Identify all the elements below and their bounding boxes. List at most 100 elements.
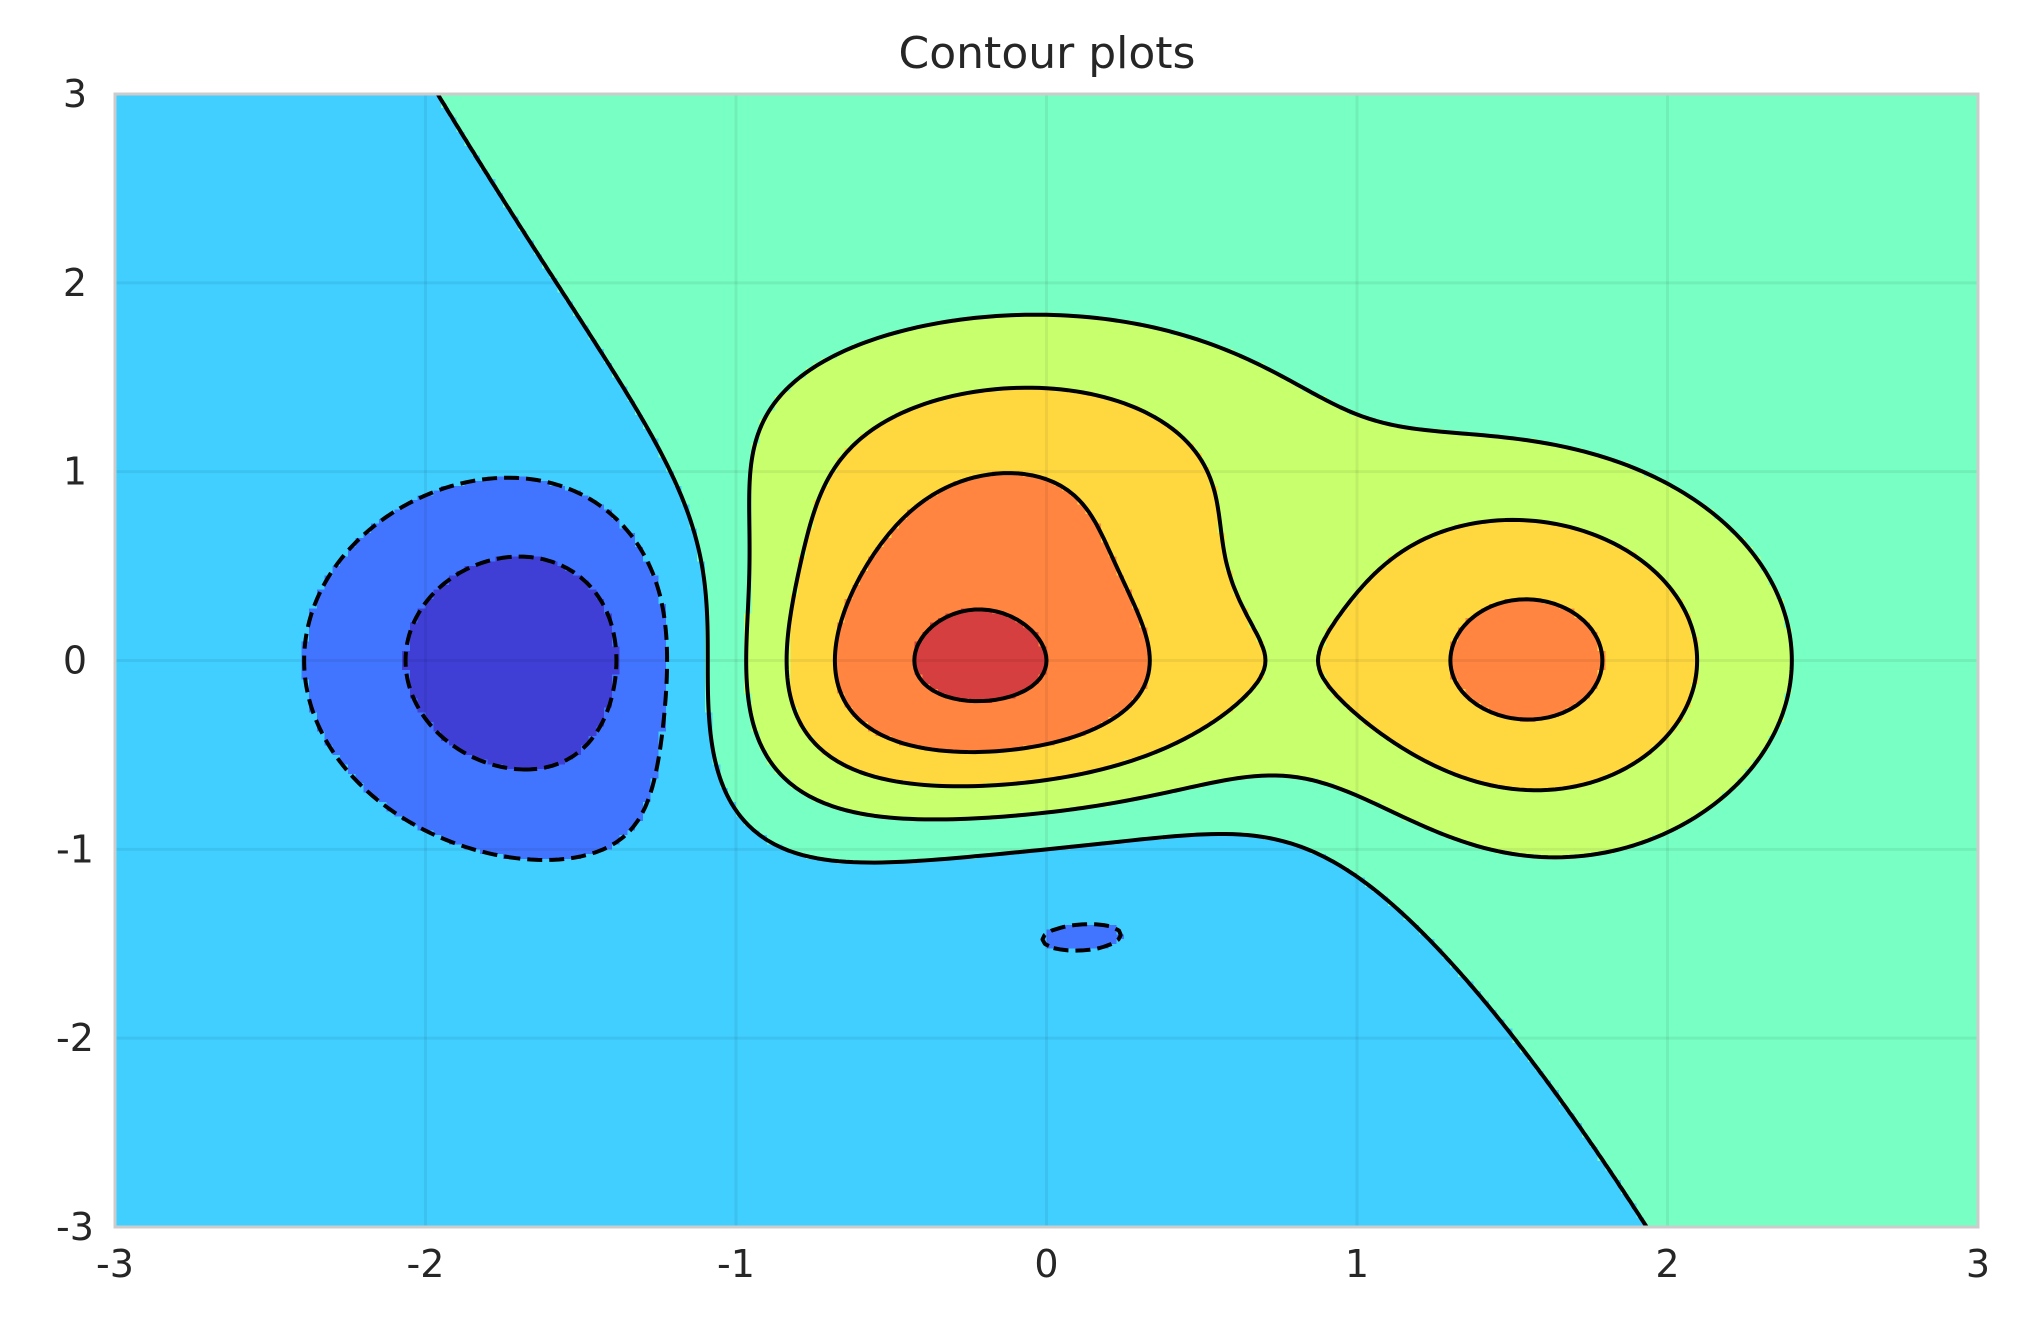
contour-band-cell bbox=[115, 754, 341, 761]
contour-band-cell bbox=[844, 608, 962, 614]
contour-band-cell bbox=[743, 655, 791, 662]
contour-band-cell bbox=[1473, 698, 1583, 704]
contour-band-cell bbox=[1698, 674, 1793, 680]
contour-band-cell bbox=[743, 665, 791, 671]
contour-band-cell bbox=[860, 769, 1094, 775]
contour-band-cell bbox=[697, 528, 753, 534]
contour-band-cell bbox=[1698, 669, 1793, 676]
contour-band-cell bbox=[324, 740, 450, 747]
contour-band-cell bbox=[472, 145, 1979, 152]
contour-band-cell bbox=[1023, 622, 1141, 629]
contour-band-cell bbox=[115, 301, 574, 308]
contour-band-cell bbox=[1488, 603, 1560, 610]
contour-band-cell bbox=[1318, 665, 1451, 671]
contour-band-cell bbox=[1155, 792, 1358, 798]
contour-band-cell bbox=[324, 736, 442, 742]
contour-band-cell bbox=[324, 584, 442, 591]
contour-band-cell bbox=[751, 712, 799, 718]
contour-band-cell bbox=[798, 707, 854, 714]
contour-band-cell bbox=[642, 551, 698, 558]
contour-band-cell bbox=[1783, 693, 1979, 699]
contour-band-cell bbox=[1248, 622, 1335, 629]
contour-band-cell bbox=[813, 504, 916, 511]
contour-band-cell bbox=[340, 754, 473, 761]
contour-band-cell bbox=[115, 481, 465, 487]
contour-band-cell bbox=[115, 764, 349, 770]
contour-band-cell bbox=[371, 792, 652, 798]
contour-band-cell bbox=[627, 528, 698, 534]
contour-band-cell bbox=[115, 953, 1443, 959]
contour-band-cell bbox=[572, 570, 652, 577]
contour-band-cell bbox=[115, 948, 1443, 954]
contour-band-cell bbox=[115, 537, 357, 544]
contour-band-cell bbox=[619, 655, 667, 662]
contour-band-cell bbox=[1263, 674, 1327, 680]
contour-band-cell bbox=[611, 618, 667, 624]
contour-band-cell bbox=[1139, 688, 1249, 695]
contour-band-cell bbox=[1582, 528, 1731, 534]
contour-band-cell bbox=[316, 603, 427, 610]
contour-band-cell bbox=[1605, 655, 1700, 662]
contour-band-cell bbox=[541, 263, 1979, 270]
contour-band-cell bbox=[1776, 726, 1979, 732]
contour-band-cell bbox=[798, 589, 854, 596]
contour-band-cell bbox=[790, 641, 838, 647]
contour-band-cell bbox=[115, 929, 1048, 935]
contour-band-cell bbox=[115, 797, 380, 803]
contour-band-cell bbox=[1395, 551, 1638, 558]
contour-band-cell bbox=[658, 773, 722, 780]
contour-band-cell bbox=[1434, 764, 1630, 770]
contour-band-cell bbox=[347, 769, 659, 775]
contour-band-cell bbox=[1116, 924, 1420, 931]
contour-band-cell bbox=[115, 622, 310, 629]
contour-band-cell bbox=[751, 485, 822, 492]
contour-band-cell bbox=[115, 702, 310, 709]
contour-band-cell bbox=[464, 750, 582, 756]
contour-band-cell bbox=[1147, 684, 1257, 690]
y-tick-label: -3 bbox=[56, 1205, 94, 1249]
contour-band-cell bbox=[1651, 750, 1762, 756]
contour-band-cell bbox=[1217, 528, 1443, 534]
contour-band-cell bbox=[743, 627, 791, 633]
contour-band-cell bbox=[402, 504, 605, 511]
contour-band-cell bbox=[409, 684, 613, 690]
contour-band-cell bbox=[1535, 1061, 1979, 1068]
contour-band-cell bbox=[821, 745, 923, 751]
contour-band-cell bbox=[115, 98, 442, 105]
contour-band-cell bbox=[1116, 570, 1234, 577]
contour-band-cell bbox=[1201, 783, 1335, 789]
contour-band-cell bbox=[580, 745, 659, 751]
contour-band-cell bbox=[937, 688, 1024, 695]
contour-band-cell bbox=[402, 651, 621, 657]
contour-band-cell bbox=[115, 995, 1482, 1001]
contour-band-cell bbox=[487, 174, 1979, 180]
contour-band-cell bbox=[1046, 929, 1117, 935]
contour-band-cell bbox=[1481, 844, 1630, 850]
contour-band-cell bbox=[619, 660, 667, 666]
contour-band-cell bbox=[1310, 849, 1498, 855]
contour-band-cell bbox=[945, 396, 1110, 402]
contour-band-cell bbox=[658, 584, 706, 591]
contour-band-cell bbox=[115, 901, 1389, 907]
contour-band-cell bbox=[1100, 533, 1226, 539]
contour-band-cell bbox=[673, 476, 753, 482]
contour-band-cell bbox=[704, 608, 753, 614]
contour-band-cell bbox=[1046, 943, 1110, 950]
contour-band-cell bbox=[1450, 646, 1599, 652]
contour-band-cell bbox=[681, 495, 753, 501]
contour-band-cell bbox=[1535, 518, 1723, 525]
contour-band-cell bbox=[1520, 1042, 1979, 1049]
contour-band-cell bbox=[347, 764, 504, 770]
contour-band-cell bbox=[115, 254, 543, 260]
contour-band-cell bbox=[1450, 674, 1599, 680]
contour-band-cell bbox=[914, 858, 1335, 865]
contour-band-cell bbox=[1698, 651, 1793, 657]
contour-band-cell bbox=[115, 150, 473, 156]
contour-band-cell bbox=[751, 466, 838, 473]
contour-band-cell bbox=[1240, 594, 1358, 600]
contour-band-cell bbox=[712, 736, 760, 742]
contour-band-cell bbox=[1318, 646, 1451, 652]
contour-band-cell bbox=[409, 646, 621, 652]
contour-band-cell bbox=[309, 632, 411, 638]
contour-band-cell bbox=[891, 736, 1071, 742]
